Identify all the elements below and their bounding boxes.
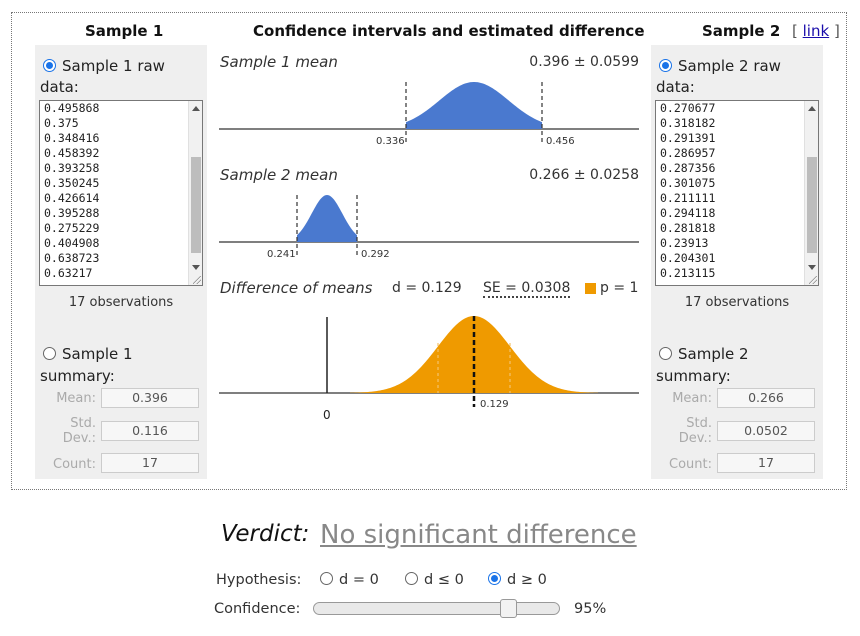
resize-grip-icon[interactable] — [193, 276, 201, 284]
raw-data-line: 0.375 — [44, 116, 79, 130]
raw-data-line: 0.294118 — [660, 206, 716, 220]
sample2-scrollbar[interactable] — [804, 101, 818, 285]
scroll-thumb[interactable] — [807, 157, 817, 253]
hypothesis-label: Hypothesis: — [216, 572, 302, 588]
sample1-std-label: Std. Dev.: — [62, 416, 96, 446]
raw-data-line: 0.350245 — [44, 176, 100, 190]
raw-data-line: 0.301075 — [660, 176, 716, 190]
raw-data-line: 0.348416 — [44, 131, 100, 145]
raw-data-line: 0.275229 — [44, 221, 100, 235]
sample2-raw-label-cont: data: — [656, 78, 695, 96]
raw-data-line: 0.281818 — [660, 221, 716, 235]
analysis-frame — [11, 12, 847, 490]
sample2-std-label: Std. Dev.: — [678, 416, 712, 446]
sample2-header: Sample 2 — [702, 22, 781, 40]
scroll-thumb[interactable] — [191, 157, 201, 253]
raw-data-line: 0.458392 — [44, 146, 100, 160]
sample1-header: Sample 1 — [85, 22, 164, 40]
sample2-mean-value: 0.266 ± 0.0258 — [529, 167, 639, 183]
sample2-mean-label: Mean: — [672, 391, 712, 406]
raw-data-line: 0.426614 — [44, 191, 100, 205]
raw-data-line: 0.495868 — [44, 101, 100, 115]
raw-data-line: 0.638723 — [44, 251, 100, 265]
hypothesis-option-eq[interactable]: d = 0 — [320, 572, 379, 588]
sample1-summary-label-cont: summary: — [40, 367, 115, 385]
hypothesis-option-le[interactable]: d ≤ 0 — [405, 572, 464, 588]
verdict-value: No significant difference — [320, 520, 637, 550]
sample2-std-input[interactable]: 0.0502 — [717, 421, 815, 441]
hypothesis-option-ge[interactable]: d ≥ 0 — [488, 572, 547, 588]
sample1-mean-title: Sample 1 mean — [220, 53, 338, 71]
sample1-mean-input[interactable]: 0.396 — [101, 388, 199, 408]
sample2-summary-option[interactable]: Sample 2 — [659, 345, 749, 363]
verdict-label: Verdict: — [221, 521, 310, 547]
resize-grip-icon[interactable] — [809, 276, 817, 284]
sample1-mean-label: Mean: — [56, 391, 96, 406]
permalink-link[interactable]: link — [802, 22, 830, 40]
raw-data-line: 0.270677 — [660, 101, 716, 115]
scroll-up-icon[interactable] — [192, 106, 200, 111]
hypothesis-radio-le[interactable] — [405, 572, 418, 585]
link-wrapper: [ link ] — [792, 22, 840, 40]
confidence-slider-thumb[interactable] — [500, 599, 517, 618]
sample2-raw-option[interactable]: Sample 2 raw — [659, 57, 781, 75]
raw-data-line: 0.395288 — [44, 206, 100, 220]
sample1-count-input[interactable]: 17 — [101, 453, 199, 473]
raw-data-line: 0.213115 — [660, 266, 716, 280]
raw-data-line: 0.393258 — [44, 161, 100, 175]
p-value-swatch — [585, 283, 596, 294]
sample2-summary-label-cont: summary: — [656, 367, 731, 385]
scroll-down-icon[interactable] — [192, 265, 200, 270]
center-header: Confidence intervals and estimated diffe… — [253, 22, 645, 40]
raw-data-line: 0.286957 — [660, 146, 716, 160]
sample1-summary-option[interactable]: Sample 1 — [43, 345, 133, 363]
raw-data-line: 0.287356 — [660, 161, 716, 175]
raw-data-line: 0.211111 — [660, 191, 716, 205]
sample2-count-label: Count: — [669, 457, 712, 472]
sample2-observations: 17 observations — [684, 295, 790, 310]
raw-data-line: 0.204301 — [660, 251, 716, 265]
sample1-raw-option[interactable]: Sample 1 raw — [43, 57, 165, 75]
sample1-summary-radio[interactable] — [43, 347, 56, 360]
sample2-raw-radio[interactable] — [659, 59, 672, 72]
raw-data-line: 0.23913 — [660, 236, 709, 250]
sample2-mean-title: Sample 2 mean — [220, 166, 338, 184]
confidence-value: 95% — [574, 601, 607, 617]
confidence-label: Confidence: — [214, 601, 301, 617]
p-value-label: p = 1 — [600, 280, 639, 296]
difference-title: Difference of means — [220, 279, 373, 297]
sample1-raw-data-textarea[interactable]: 0.495868 0.375 0.348416 0.458392 0.393258 0.3… — [39, 100, 203, 286]
difference-d-value: d = 0.129 — [392, 280, 462, 296]
scroll-down-icon[interactable] — [808, 265, 816, 270]
scroll-up-icon[interactable] — [808, 106, 816, 111]
hypothesis-radio-ge[interactable] — [488, 572, 501, 585]
sample1-std-input[interactable]: 0.116 — [101, 421, 199, 441]
sample2-count-input[interactable]: 17 — [717, 453, 815, 473]
sample1-observations: 17 observations — [68, 295, 174, 310]
sample1-raw-label-cont: data: — [40, 78, 79, 96]
sample2-summary-radio[interactable] — [659, 347, 672, 360]
sample1-scrollbar[interactable] — [188, 101, 202, 285]
confidence-slider-track[interactable] — [313, 602, 560, 615]
sample1-raw-radio[interactable] — [43, 59, 56, 72]
sample2-mean-input[interactable]: 0.266 — [717, 388, 815, 408]
standard-error-label[interactable]: SE = 0.0308 — [483, 280, 571, 298]
raw-data-line: 0.63217 — [44, 266, 93, 280]
sample1-count-label: Count: — [53, 457, 96, 472]
sample2-raw-data-textarea[interactable]: 0.270677 0.318182 0.291391 0.286957 0.287356… — [655, 100, 819, 286]
raw-data-line: 0.291391 — [660, 131, 716, 145]
raw-data-line: 0.404908 — [44, 236, 100, 250]
sample1-mean-value: 0.396 ± 0.0599 — [529, 54, 639, 70]
raw-data-line: 0.318182 — [660, 116, 716, 130]
hypothesis-radio-eq[interactable] — [320, 572, 333, 585]
